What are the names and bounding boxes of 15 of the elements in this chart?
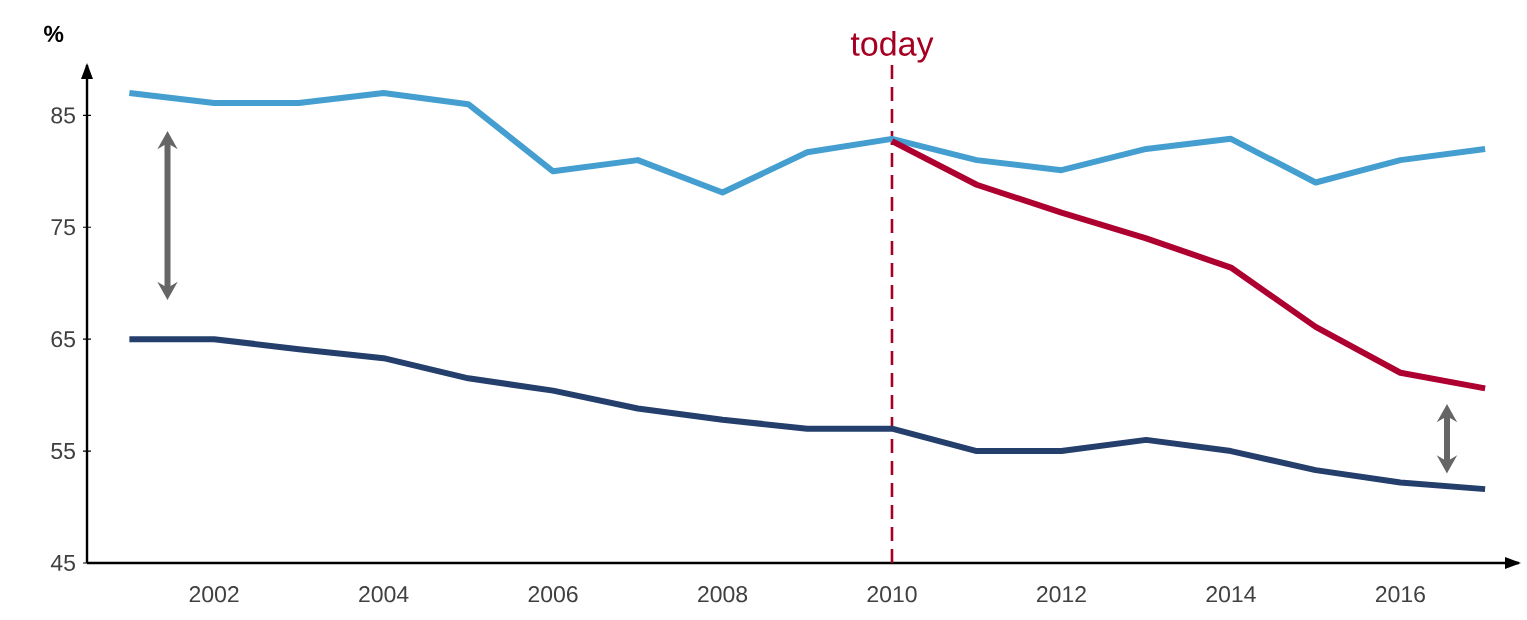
x-tick-label: 2006 [528,586,578,603]
y-tick-label: 85 [51,107,75,124]
y-tick-label: 75 [51,219,75,236]
x-tick-label: 2004 [359,586,409,603]
x-tick-label: 2008 [698,586,748,603]
y-tick-label: 65 [51,331,75,348]
x-tick-label: 2002 [189,586,239,603]
y-tick-label: 45 [50,554,75,572]
y-axis-title: % [44,25,64,42]
ref-line-label: today [850,30,934,63]
y-tick-label: 55 [51,443,75,460]
x-tick-label: 2012 [1037,586,1086,603]
x-tick-label: 2016 [1375,586,1425,603]
x-tick-label: 2014 [1206,586,1256,603]
x-tick-label: 2010 [867,586,917,603]
